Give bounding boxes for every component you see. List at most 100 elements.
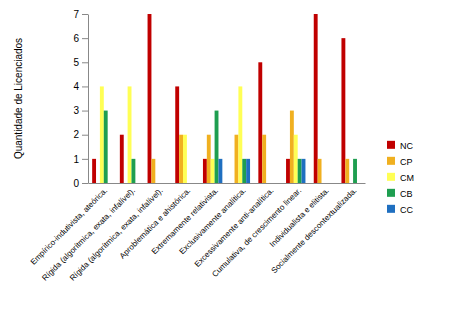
- legend-swatch: [387, 157, 395, 165]
- bar: [215, 111, 219, 183]
- bar: [353, 159, 357, 183]
- y-tick: 2: [73, 129, 88, 140]
- legend-swatch: [387, 205, 395, 213]
- y-tick-mark: [82, 62, 88, 63]
- bar: [96, 183, 100, 184]
- x-axis: Empírico-indutivista, ateórica.Rígida (a…: [29, 183, 366, 283]
- bar: [128, 86, 132, 183]
- y-tick: 5: [73, 57, 88, 68]
- bar: [246, 159, 250, 183]
- legend-item: CC: [387, 205, 413, 215]
- bar: [148, 14, 152, 183]
- bar: [294, 135, 298, 183]
- y-tick-label: 4: [73, 81, 79, 92]
- bar: [262, 135, 266, 183]
- bar: [270, 183, 274, 184]
- bar: [286, 159, 290, 183]
- y-tick-mark: [82, 111, 88, 112]
- legend-item: CM: [387, 173, 414, 183]
- bar: [120, 135, 124, 183]
- legend-swatch: [387, 141, 395, 149]
- bar: [183, 135, 187, 183]
- bar: [159, 183, 163, 184]
- plot: 0 1 2 3 4 5 6 7 Empírico-indutivista, ateórica.R…: [29, 9, 366, 283]
- bar: [175, 86, 179, 183]
- bar: [349, 183, 353, 184]
- bar: [131, 159, 135, 183]
- legend-label: NC: [400, 141, 413, 151]
- legend-item: NC: [387, 141, 413, 151]
- bar: [302, 159, 306, 183]
- y-tick: 0: [73, 178, 88, 189]
- y-tick-label: 2: [73, 129, 79, 140]
- y-tick-label: 5: [73, 57, 79, 68]
- x-axis-line: [89, 183, 366, 184]
- bar: [231, 183, 235, 184]
- y-tick: 3: [73, 105, 88, 116]
- bar: [274, 183, 278, 184]
- bar: [242, 159, 246, 183]
- bar: [211, 159, 215, 183]
- legend-swatch: [387, 173, 395, 181]
- y-tick-mark: [82, 14, 88, 15]
- legend-item: CB: [387, 189, 413, 199]
- y-tick-mark: [82, 135, 88, 136]
- bar: [235, 135, 239, 183]
- bar: [341, 38, 345, 183]
- y-tick-label: 7: [73, 9, 79, 20]
- y-tick: 1: [73, 154, 88, 165]
- bar: [322, 183, 326, 184]
- bar: [203, 159, 207, 183]
- y-tick-mark: [82, 183, 88, 184]
- y-axis: 0 1 2 3 4 5 6 7: [73, 9, 88, 189]
- x-tick: Socialmente descontextualizada.: [269, 183, 358, 275]
- bar: [238, 86, 242, 183]
- y-tick-label: 0: [73, 178, 79, 189]
- y-tick-mark: [82, 38, 88, 39]
- y-tick-label: 6: [73, 33, 79, 44]
- bar: [218, 159, 222, 183]
- bar: [314, 14, 318, 183]
- bar: [325, 183, 329, 184]
- y-tick: 6: [73, 33, 88, 44]
- bar: [298, 159, 302, 183]
- bar: [135, 183, 139, 184]
- bar: [100, 86, 104, 183]
- bar: [151, 159, 155, 183]
- y-axis-title: Quantidade de Licenciados: [13, 38, 24, 159]
- bar: [155, 183, 159, 184]
- bar: [345, 159, 349, 183]
- bar: [179, 135, 183, 183]
- bar: [108, 183, 112, 184]
- bar: [258, 62, 262, 183]
- bar: [318, 159, 322, 183]
- legend-label: CM: [400, 173, 414, 183]
- bar: [92, 159, 96, 183]
- bar: [104, 111, 108, 183]
- bar: [290, 111, 294, 183]
- y-axis-line: [88, 15, 89, 184]
- bar: [124, 183, 128, 184]
- legend-item: CP: [387, 157, 413, 167]
- legend-label: CC: [400, 205, 413, 215]
- legend-label: CB: [400, 189, 413, 199]
- y-tick-mark: [82, 159, 88, 160]
- legend-label: CP: [400, 157, 413, 167]
- bar: [266, 183, 270, 184]
- y-tick-label: 3: [73, 105, 79, 116]
- chart: 0 1 2 3 4 5 6 7 Empírico-indutivista, ateórica.R…: [0, 0, 460, 311]
- bar: [329, 183, 333, 184]
- y-tick: 7: [73, 9, 88, 20]
- bar: [207, 135, 211, 183]
- bar: [163, 183, 167, 184]
- legend-swatch: [387, 189, 395, 197]
- y-tick-label: 1: [73, 154, 79, 165]
- bars: [92, 14, 357, 183]
- y-tick: 4: [73, 81, 88, 92]
- bar: [191, 183, 195, 184]
- legend: NC CP CM CB CC: [387, 141, 414, 215]
- bar: [187, 183, 191, 184]
- bar: [357, 183, 361, 184]
- x-tick-label: Socialmente descontextualizada.: [269, 186, 358, 275]
- y-tick-mark: [82, 86, 88, 87]
